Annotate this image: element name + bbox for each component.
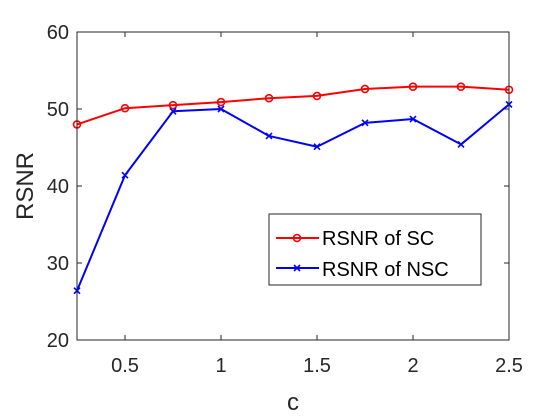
x-tick-label: 1 xyxy=(215,355,226,377)
plot-area xyxy=(77,32,509,340)
series-line-0 xyxy=(76,85,510,126)
x-tick-label: 0.5 xyxy=(111,355,139,377)
data-point xyxy=(312,91,322,101)
series-line-1 xyxy=(76,103,510,292)
data-point xyxy=(409,115,417,123)
x-tick-label: 2 xyxy=(407,355,418,377)
y-tick-label: 40 xyxy=(47,176,69,198)
x-tick-label: 2.5 xyxy=(495,355,523,377)
series-layer xyxy=(72,82,514,295)
legend: RSNR of SC RSNR of NSC xyxy=(268,213,482,286)
data-point xyxy=(361,119,369,127)
data-point xyxy=(360,84,370,94)
plot-frame xyxy=(76,31,510,341)
legend-box xyxy=(268,213,482,286)
data-point xyxy=(120,103,130,113)
data-point xyxy=(168,100,178,110)
legend-marker-nsc xyxy=(293,264,301,272)
x-axis-title: c xyxy=(287,389,299,416)
legend-marker-sc xyxy=(292,233,302,243)
data-point xyxy=(169,107,177,115)
tick-labels-layer: 0.5 1 1.5 2 2.5 20 30 40 50 60 xyxy=(47,22,523,377)
data-point xyxy=(408,82,418,91)
y-tick-label: 60 xyxy=(47,22,69,44)
y-tick-label: 50 xyxy=(47,99,69,121)
data-point xyxy=(264,93,274,103)
data-point xyxy=(121,171,129,179)
data-point xyxy=(265,132,273,140)
x-tick-label: 1.5 xyxy=(303,355,331,377)
data-point xyxy=(457,140,465,148)
legend-label-sc: RSNR of SC xyxy=(322,228,434,250)
y-tick-label: 30 xyxy=(47,253,69,275)
legend-label-nsc: RSNR of NSC xyxy=(322,259,449,281)
data-point xyxy=(456,82,466,91)
data-point xyxy=(313,143,321,151)
y-tick-label: 20 xyxy=(47,330,69,352)
data-point xyxy=(217,105,225,113)
y-axis-title: RSNR xyxy=(12,152,39,220)
data-point xyxy=(216,97,226,107)
